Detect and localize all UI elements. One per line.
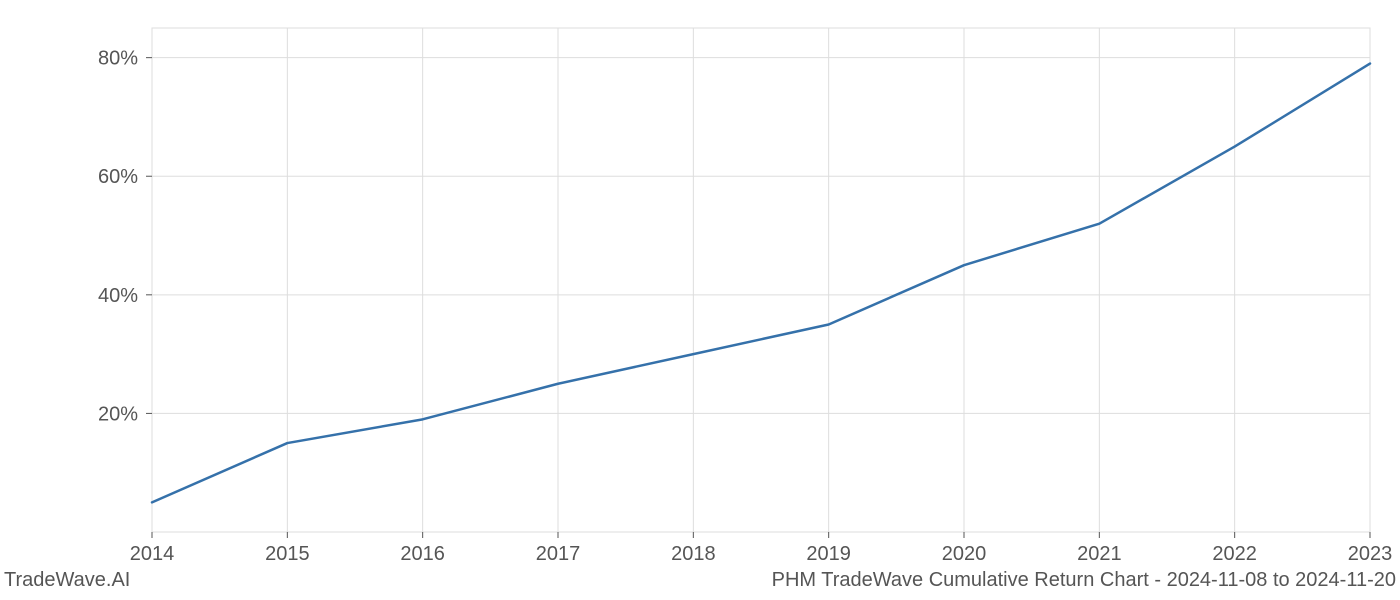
- x-tick-label: 2018: [671, 543, 716, 565]
- x-tick-label: 2020: [942, 543, 987, 565]
- footer-caption: PHM TradeWave Cumulative Return Chart - …: [772, 569, 1396, 592]
- x-tick-label: 2015: [265, 543, 310, 565]
- line-chart: 2014 2015 2016 2017 2018 2019 2020 2021 2022 2023…: [0, 0, 1400, 600]
- y-tick-label: 20%: [98, 403, 138, 425]
- y-tick-label: 60%: [98, 166, 138, 188]
- x-tick-label: 2019: [806, 543, 851, 565]
- x-tick-label: 2023: [1348, 543, 1393, 565]
- footer-brand: TradeWave.AI: [4, 569, 130, 592]
- y-tick-label: 40%: [98, 285, 138, 307]
- chart-container: 2014 2015 2016 2017 2018 2019 2020 2021 2022 2023…: [0, 0, 1400, 600]
- x-tick-label: 2017: [536, 543, 581, 565]
- y-tick-label: 80%: [98, 48, 138, 70]
- x-tick-label: 2021: [1077, 543, 1122, 565]
- x-tick-label: 2022: [1212, 543, 1257, 565]
- x-tick-label: 2014: [130, 543, 175, 565]
- x-tick-label: 2016: [400, 543, 445, 565]
